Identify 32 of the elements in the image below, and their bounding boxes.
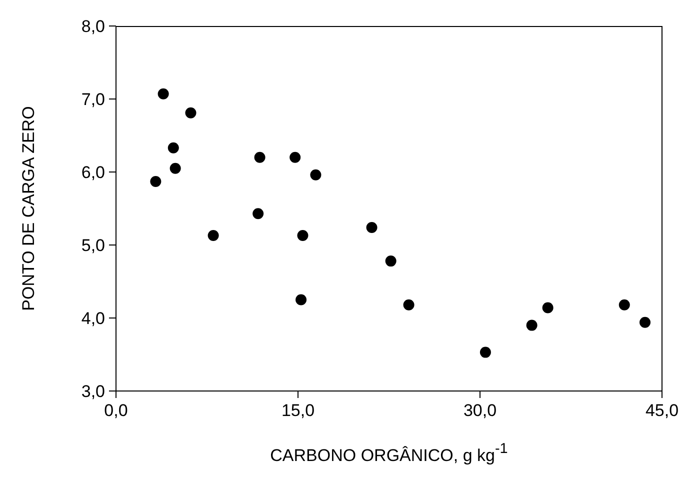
point <box>254 152 266 163</box>
x-tick-label: 45,0 <box>645 401 679 420</box>
point <box>208 230 219 242</box>
point <box>403 299 414 310</box>
point <box>252 208 264 220</box>
point <box>296 294 307 306</box>
point <box>170 162 181 174</box>
y-tick-label: 4,0 <box>81 309 105 328</box>
y-tick-label: 5,0 <box>81 236 105 256</box>
point <box>168 142 179 154</box>
x-tick-label: 0,0 <box>104 401 128 420</box>
y-tick-label: 8,0 <box>81 17 105 36</box>
y-tick-label: 7,0 <box>81 90 105 110</box>
point <box>290 152 301 163</box>
point <box>310 169 322 180</box>
x-axis-title: CARBONO ORGÂNICO, g kg$^{-1}$ <box>270 441 508 465</box>
y-tick-label: 6,0 <box>81 163 105 182</box>
y-axis-title: PONTO DE CARGA ZERO <box>19 106 38 311</box>
point <box>185 107 196 118</box>
x-tick-label: 30,0 <box>463 401 497 420</box>
point <box>385 256 396 267</box>
point <box>480 346 491 358</box>
point <box>640 316 651 328</box>
point <box>297 230 308 242</box>
x-tick-label: 15,0 <box>281 401 315 420</box>
point <box>526 320 538 331</box>
point <box>150 176 162 187</box>
point <box>158 88 169 100</box>
point <box>618 299 630 310</box>
y-tick-label: 3,0 <box>81 382 105 402</box>
point <box>366 222 378 233</box>
point <box>542 302 554 314</box>
